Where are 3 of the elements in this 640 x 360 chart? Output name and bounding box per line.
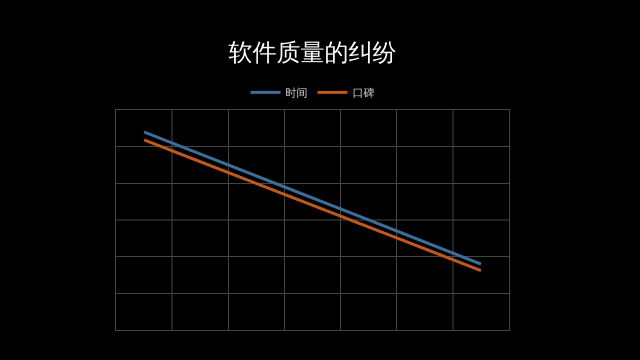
chart-title: 软件质量的纠纷	[228, 38, 396, 67]
legend-label: 时间	[286, 86, 308, 100]
legend-label: 口碑	[352, 86, 374, 100]
